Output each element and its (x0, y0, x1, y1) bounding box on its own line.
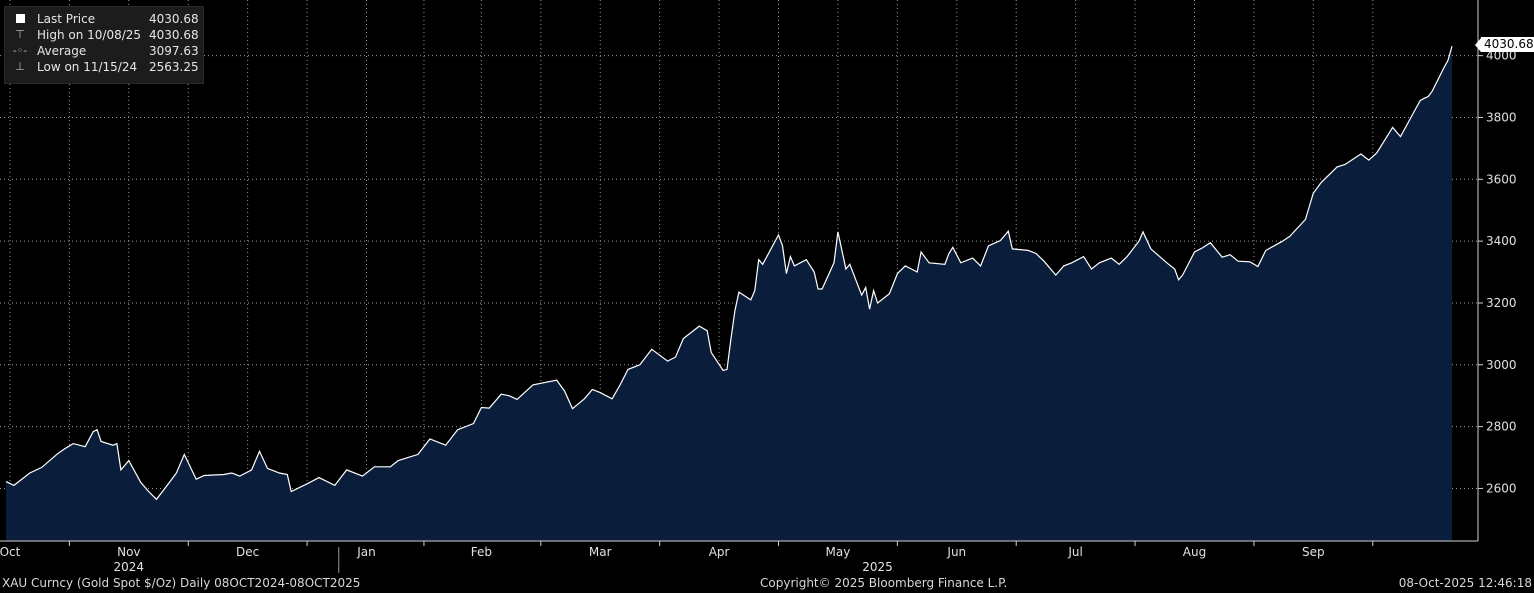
legend-label: High on 10/08/25 (37, 28, 142, 42)
y-tick-label: 3000 (1486, 358, 1517, 372)
year-label: 2025 (862, 560, 893, 574)
price-line (5, 46, 1453, 501)
legend-label: Last Price (37, 12, 96, 26)
x-tick-label: Jun (946, 545, 966, 559)
y-tick-label: 3200 (1486, 296, 1517, 310)
x-tick-label: Sep (1302, 545, 1325, 559)
x-tick-label: Nov (117, 545, 140, 559)
x-tick-label: May (826, 545, 851, 559)
legend-label: Low on 11/15/24 (37, 60, 138, 74)
legend-value: 2563.25 (149, 60, 199, 74)
y-tick-label: 2600 (1486, 481, 1517, 495)
x-tick-label: Jul (1067, 545, 1082, 559)
y-tick-label: 3400 (1486, 234, 1517, 248)
price-area-fill (6, 46, 1452, 541)
square-swatch-icon (11, 11, 29, 28)
x-tick-label: Dec (236, 545, 259, 559)
legend-row-low: ⊥ Low on 11/15/24 2563.25 (5, 59, 203, 75)
x-tick-label: Apr (709, 545, 730, 559)
average-line-icon: -◦- (12, 44, 28, 57)
legend-row-average: -◦- Average 3097.63 (5, 43, 203, 59)
legend-value: 4030.68 (149, 12, 199, 26)
x-tick-label: Oct (0, 545, 21, 559)
legend-row-last-price: Last Price 4030.68 (5, 11, 203, 27)
legend-value: 3097.63 (149, 44, 199, 58)
y-tick-label: 4000 (1486, 49, 1517, 63)
year-label: 2024 (114, 560, 145, 574)
last-price-marker: 4030.68 (1475, 37, 1534, 52)
high-marker-icon: ⊤ (15, 28, 25, 41)
legend-value: 4030.68 (149, 28, 199, 42)
low-marker-icon: ⊥ (15, 60, 25, 73)
chart-legend: Last Price 4030.68 ⊤ High on 10/08/25 40… (4, 6, 204, 84)
timestamp: 08-Oct-2025 12:46:18 (1398, 576, 1532, 590)
y-tick-label: 3600 (1486, 172, 1517, 186)
legend-row-high: ⊤ High on 10/08/25 4030.68 (5, 27, 203, 43)
legend-label: Average (37, 44, 87, 58)
x-tick-label: Mar (589, 545, 612, 559)
security-description: XAU Curncy (Gold Spot $/Oz) Daily 08OCT2… (2, 576, 361, 590)
x-tick-label: Feb (471, 545, 492, 559)
copyright-text: Copyright© 2025 Bloomberg Finance L.P. (760, 576, 1008, 590)
y-tick-label: 3800 (1486, 110, 1517, 124)
y-tick-label: 2800 (1486, 420, 1517, 434)
x-tick-label: Jan (356, 545, 376, 559)
x-tick-label: Aug (1183, 545, 1206, 559)
